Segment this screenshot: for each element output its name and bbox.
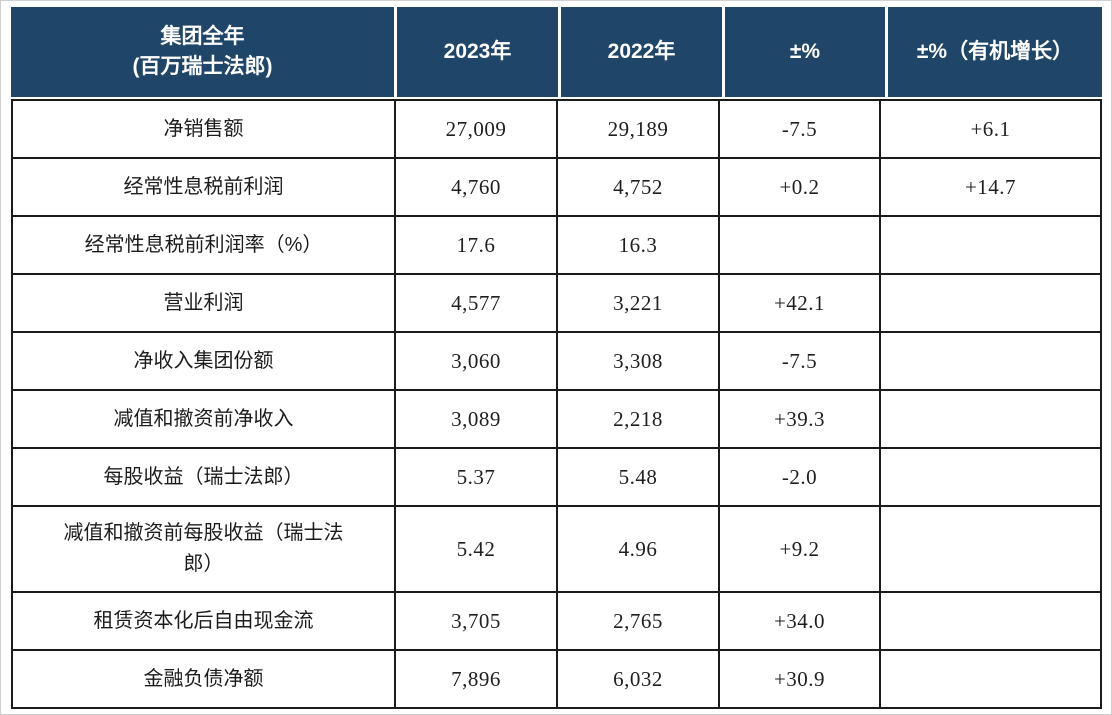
cell-organic-growth <box>881 217 1100 273</box>
cell-organic-growth <box>881 449 1100 505</box>
cell-2023: 7,896 <box>396 651 556 707</box>
cell-2022: 29,189 <box>558 101 718 157</box>
cell-change <box>720 217 879 273</box>
cell-2022: 5.48 <box>558 449 718 505</box>
cell-organic-growth <box>881 507 1100 591</box>
cell-2023: 5.42 <box>396 507 556 591</box>
cell-change: +42.1 <box>720 275 879 331</box>
row-label-operating-profit: 营业利润 <box>13 275 394 331</box>
header-organic-growth-percent: ±%（有机增长） <box>888 7 1102 97</box>
cell-2023: 4,760 <box>396 159 556 215</box>
cell-2023: 3,089 <box>396 391 556 447</box>
cell-2022: 16.3 <box>558 217 718 273</box>
cell-change: +0.2 <box>720 159 879 215</box>
cell-organic-growth <box>881 391 1100 447</box>
cell-2023: 3,705 <box>396 593 556 649</box>
row-label-eps-before-impairments: 减值和撤资前每股收益（瑞士法 郎） <box>13 507 394 591</box>
row-label-free-cash-flow: 租赁资本化后自由现金流 <box>13 593 394 649</box>
cell-2023: 17.6 <box>396 217 556 273</box>
row-label-net-income-before-impairments: 减值和撤资前净收入 <box>13 391 394 447</box>
cell-change: -2.0 <box>720 449 879 505</box>
table-header-row: 集团全年 (百万瑞士法郎) 2023年 2022年 ±% ±%（有机增长） <box>11 7 1102 97</box>
cell-2022: 3,221 <box>558 275 718 331</box>
header-year-2022: 2022年 <box>561 7 722 97</box>
cell-change: +9.2 <box>720 507 879 591</box>
cell-change: +34.0 <box>720 593 879 649</box>
cell-change: +39.3 <box>720 391 879 447</box>
cell-organic-growth <box>881 593 1100 649</box>
row-label-net-financial-debt: 金融负债净额 <box>13 651 394 707</box>
header-group-title-line2: (百万瑞士法郎) <box>132 55 273 78</box>
cell-2022: 2,765 <box>558 593 718 649</box>
cell-2023: 5.37 <box>396 449 556 505</box>
cell-organic-growth <box>881 651 1100 707</box>
cell-change: +30.9 <box>720 651 879 707</box>
cell-2023: 4,577 <box>396 275 556 331</box>
cell-2022: 2,218 <box>558 391 718 447</box>
cell-2023: 27,009 <box>396 101 556 157</box>
cell-2023: 3,060 <box>396 333 556 389</box>
cell-2022: 4.96 <box>558 507 718 591</box>
row-label-net-sales: 净销售额 <box>13 101 394 157</box>
row-label-eps: 每股收益（瑞士法郎） <box>13 449 394 505</box>
cell-change: -7.5 <box>720 101 879 157</box>
cell-2022: 4,752 <box>558 159 718 215</box>
cell-organic-growth: +14.7 <box>881 159 1100 215</box>
cell-change: -7.5 <box>720 333 879 389</box>
row-label-net-income-group-share: 净收入集团份额 <box>13 333 394 389</box>
cell-organic-growth <box>881 275 1100 331</box>
row-label-underlying-ebit-margin: 经常性息税前利润率（%） <box>13 217 394 273</box>
header-change-percent: ±% <box>725 7 885 97</box>
cell-2022: 6,032 <box>558 651 718 707</box>
cell-organic-growth: +6.1 <box>881 101 1100 157</box>
cell-2022: 3,308 <box>558 333 718 389</box>
header-year-2023: 2023年 <box>397 7 558 97</box>
header-group-title: 集团全年 (百万瑞士法郎) <box>11 7 394 97</box>
row-label-underlying-ebit: 经常性息税前利润 <box>13 159 394 215</box>
header-group-title-line1: 集团全年 <box>160 24 245 48</box>
cell-organic-growth <box>881 333 1100 389</box>
table-body: 净销售额 27,009 29,189 -7.5 +6.1 经常性息税前利润 4,… <box>11 99 1102 709</box>
